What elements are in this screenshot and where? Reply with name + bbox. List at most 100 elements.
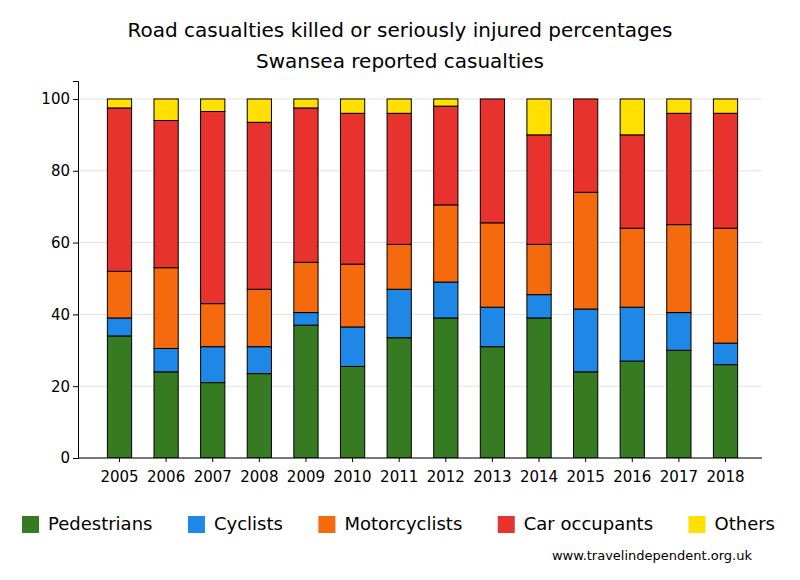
bar bbox=[667, 225, 691, 313]
title: Road casualties killed or seriously inju… bbox=[127, 18, 672, 42]
bar bbox=[201, 383, 225, 458]
grid-line bbox=[78, 98, 762, 99]
legend-swatch bbox=[22, 516, 39, 533]
bar bbox=[107, 318, 131, 336]
tick-mark bbox=[73, 386, 78, 387]
bar bbox=[480, 307, 504, 346]
tick-mark bbox=[632, 458, 633, 462]
tick-mark bbox=[166, 458, 167, 462]
bar bbox=[387, 338, 411, 458]
legend-label: Motorcyclists bbox=[344, 513, 462, 534]
bar bbox=[527, 244, 551, 294]
chart: Road casualties killed or seriously inju… bbox=[0, 0, 800, 580]
bar bbox=[434, 318, 458, 458]
bar bbox=[527, 135, 551, 245]
tick: 2010 bbox=[333, 458, 371, 486]
bar bbox=[387, 99, 411, 113]
bar bbox=[340, 99, 364, 113]
legend: PedestriansCyclistsMotorcyclistsCar occu… bbox=[22, 513, 775, 534]
tick: 2015 bbox=[567, 458, 605, 486]
tick: 2017 bbox=[660, 458, 698, 486]
bar bbox=[247, 99, 271, 122]
bar bbox=[713, 113, 737, 228]
tick-label: 2006 bbox=[147, 468, 185, 486]
tick: 2008 bbox=[240, 458, 278, 486]
bar bbox=[387, 289, 411, 337]
y-axis: 0 20 40 60 80 100 bbox=[41, 82, 78, 468]
tick: 2007 bbox=[194, 458, 232, 486]
legend-swatch bbox=[188, 516, 205, 533]
bar bbox=[201, 99, 225, 112]
bar bbox=[154, 348, 178, 371]
tick-mark bbox=[73, 171, 78, 172]
source: www.travelindependent.org.uk bbox=[552, 548, 753, 563]
tick-label: 2005 bbox=[100, 468, 138, 486]
bar bbox=[620, 361, 644, 458]
tick: 60 bbox=[51, 234, 78, 252]
tick-mark bbox=[399, 458, 400, 462]
bar bbox=[107, 336, 131, 458]
bar bbox=[527, 318, 551, 458]
legend-label: Others bbox=[715, 513, 776, 534]
bar bbox=[387, 113, 411, 244]
tick-mark bbox=[73, 458, 78, 459]
tick-label: 2011 bbox=[380, 468, 418, 486]
bar bbox=[480, 223, 504, 307]
tick-label: 2010 bbox=[333, 468, 371, 486]
tick-label: 0 bbox=[60, 449, 70, 467]
bar bbox=[574, 309, 598, 372]
bar bbox=[527, 295, 551, 318]
bar bbox=[340, 327, 364, 366]
tick-label: 2015 bbox=[567, 468, 605, 486]
tick-label: 2013 bbox=[473, 468, 511, 486]
tick: 80 bbox=[51, 162, 78, 180]
tick: 2011 bbox=[380, 458, 418, 486]
tick-label: 80 bbox=[51, 162, 70, 180]
legend-swatch bbox=[318, 516, 335, 533]
bar bbox=[154, 268, 178, 349]
series bbox=[107, 99, 737, 304]
bar bbox=[434, 99, 458, 106]
legend-item: Others bbox=[689, 513, 776, 534]
tick-label: 2007 bbox=[194, 468, 232, 486]
tick-label: 60 bbox=[51, 234, 70, 252]
bar bbox=[620, 228, 644, 307]
tick-label: 40 bbox=[51, 306, 70, 324]
grid-line bbox=[78, 458, 762, 459]
tick-mark bbox=[352, 458, 353, 462]
bar bbox=[620, 99, 644, 135]
tick-mark bbox=[73, 243, 78, 244]
grid-line bbox=[78, 386, 762, 387]
bar bbox=[154, 120, 178, 267]
tick: 2005 bbox=[100, 458, 138, 486]
bar bbox=[247, 374, 271, 458]
bar bbox=[667, 99, 691, 113]
tick: 20 bbox=[51, 377, 78, 395]
bar bbox=[154, 99, 178, 121]
bar bbox=[107, 271, 131, 318]
tick-label: 100 bbox=[41, 90, 70, 108]
tick-label: 2018 bbox=[706, 468, 744, 486]
bar bbox=[574, 98, 598, 99]
bar bbox=[107, 99, 131, 108]
bar bbox=[294, 99, 318, 108]
bar bbox=[713, 99, 737, 113]
tick: 2013 bbox=[473, 458, 511, 486]
bar bbox=[713, 228, 737, 343]
bar bbox=[620, 307, 644, 361]
tick-label: 2016 bbox=[613, 468, 651, 486]
bar bbox=[434, 205, 458, 282]
legend-label: Car occupants bbox=[524, 513, 653, 534]
bar bbox=[480, 99, 504, 223]
bar bbox=[667, 350, 691, 458]
bar bbox=[340, 113, 364, 264]
legend-label: Cyclists bbox=[214, 513, 283, 534]
tick-label: 2014 bbox=[520, 468, 558, 486]
grid-line bbox=[78, 314, 762, 315]
tick-mark bbox=[259, 458, 260, 462]
bar bbox=[201, 112, 225, 304]
tick-label: 2012 bbox=[427, 468, 465, 486]
tick: 100 bbox=[41, 90, 78, 108]
bar bbox=[294, 313, 318, 326]
tick: 2016 bbox=[613, 458, 651, 486]
